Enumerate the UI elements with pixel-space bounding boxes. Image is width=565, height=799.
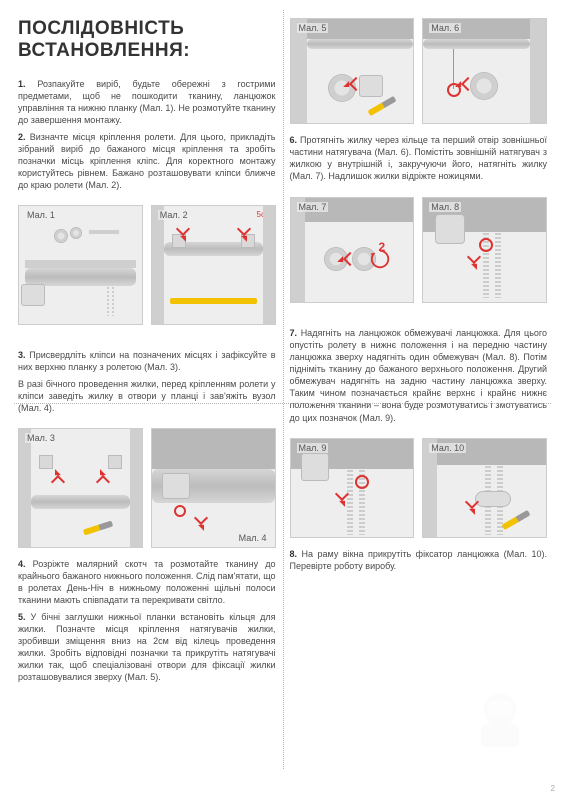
figure-4: Мал. 4 — [151, 428, 276, 548]
step-8-text: На раму вікна прикрутіть фіксатор ланцюж… — [290, 549, 547, 571]
step-1: 1. Розпакуйте виріб, будьте обережні з г… — [18, 78, 276, 127]
figure-1-caption: Мал. 1 — [25, 210, 57, 220]
figure-8-caption: Мал. 8 — [429, 202, 461, 212]
step-2-num: 2. — [18, 132, 26, 142]
row-divider — [14, 403, 551, 404]
figure-7: Мал. 7 2 — [290, 197, 415, 303]
figure-6-caption: Мал. 6 — [429, 23, 461, 33]
figure-5-caption: Мал. 5 — [297, 23, 329, 33]
step-7-num: 7. — [290, 328, 298, 338]
figure-7-caption: Мал. 7 — [297, 202, 329, 212]
page-title: ПОСЛІДОВНІСТЬ ВСТАНОВЛЕННЯ: — [18, 18, 276, 62]
column-divider — [283, 10, 284, 769]
figure-9: Мал. 9 — [290, 438, 415, 538]
step-3a: 3. Присвердліть кліпси на позначених міс… — [18, 349, 276, 373]
step-2: 2. Визначте місця кріплення ролети. Для … — [18, 131, 276, 192]
step-1-num: 1. — [18, 79, 26, 89]
step-6-text: Протягніть жилку через кільце та перший … — [290, 135, 548, 181]
watermark-logo-icon — [465, 689, 535, 759]
rotate-arrow-icon — [369, 248, 391, 270]
step-8: 8. На раму вікна прикрутіть фіксатор лан… — [290, 548, 548, 572]
figure-3-caption: Мал. 3 — [25, 433, 57, 443]
step-1-text: Розпакуйте виріб, будьте обережні з гост… — [18, 79, 276, 125]
step-4: 4. Розріжте малярний скотч та розмотайте… — [18, 558, 276, 607]
figure-3: Мал. 3 — [18, 428, 143, 548]
figure-9-caption: Мал. 9 — [297, 443, 329, 453]
step-6-num: 6. — [290, 135, 298, 145]
step-3-num: 3. — [18, 350, 26, 360]
step-3a-text: Присвердліть кліпси на позначених місцях… — [18, 350, 276, 372]
figure-1: Мал. 1 — [18, 205, 143, 325]
step-3b: В разі бічного проведення жилки, перед к… — [18, 378, 276, 414]
step-4-text: Розріжте малярний скотч та розмотайте тк… — [18, 559, 276, 605]
figure-6: Мал. 6 — [422, 18, 547, 124]
figure-4-caption: Мал. 4 — [237, 533, 269, 543]
step-4-num: 4. — [18, 559, 26, 569]
figure-2: Мал. 2 5см — [151, 205, 276, 325]
figure-10: Мал. 10 — [422, 438, 547, 538]
figure-8: Мал. 8 — [422, 197, 547, 303]
fig-row-1-2: Мал. 1 Мал. 2 5см — [18, 205, 276, 325]
figure-2-caption: Мал. 2 — [158, 210, 190, 220]
fig-row-9-10: Мал. 9 Мал. 10 — [290, 438, 548, 538]
fig-row-5-6: Мал. 5 Мал. 6 — [290, 18, 548, 124]
figure-10-caption: Мал. 10 — [429, 443, 466, 453]
page-number: 2 — [551, 784, 555, 793]
step-5: 5. У бічні заглушки нижньої планки встан… — [18, 611, 276, 684]
step-5-num: 5. — [18, 612, 26, 622]
step-3b-text: В разі бічного проведення жилки, перед к… — [18, 379, 276, 413]
step-2-text: Визначте місця кріплення ролети. Для цьо… — [18, 132, 276, 191]
fig-row-7-8: Мал. 7 2 Мал. 8 — [290, 197, 548, 303]
step-8-num: 8. — [290, 549, 298, 559]
step-5-text: У бічні заглушки нижньої планки встанові… — [18, 612, 276, 683]
step-7: 7. Надягніть на ланцюжок обмежувачі ланц… — [290, 327, 548, 424]
step-7-text: Надягніть на ланцюжок обмежувачі ланцюжк… — [290, 328, 548, 423]
fig-row-3-4: Мал. 3 Мал. 4 — [18, 428, 276, 548]
step-6: 6. Протягніть жилку через кільце та перш… — [290, 134, 548, 183]
figure-5: Мал. 5 — [290, 18, 415, 124]
